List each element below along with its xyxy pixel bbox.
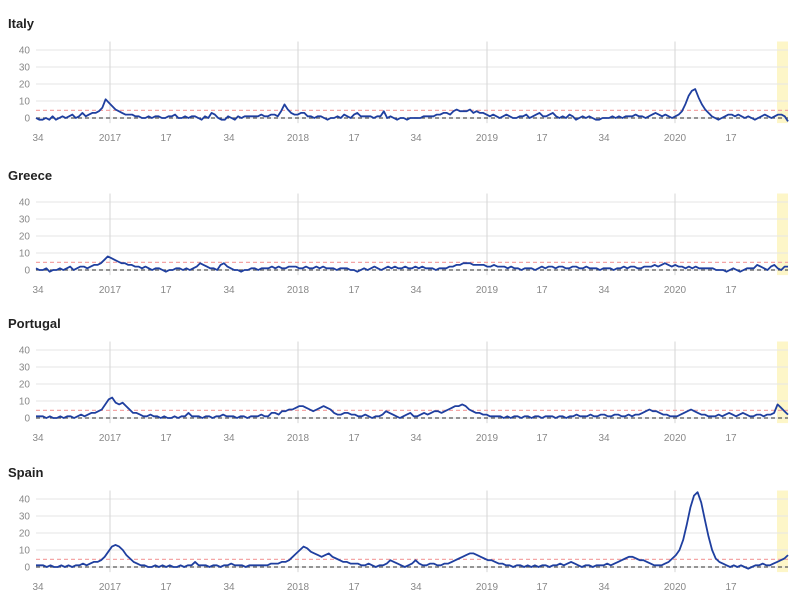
y-tick-label: 10 <box>19 397 31 408</box>
x-tick-label: 2019 <box>476 133 499 144</box>
x-tick-label: 34 <box>598 133 610 144</box>
x-tick-label: 2019 <box>476 285 499 296</box>
highlight-band <box>777 193 788 276</box>
x-tick-label: 17 <box>160 433 172 444</box>
series-line <box>35 255 788 273</box>
x-tick-label: 2018 <box>287 582 310 593</box>
y-tick-label: 10 <box>19 546 31 557</box>
x-tick-label: 17 <box>725 582 737 593</box>
x-tick-label: 17 <box>725 285 737 296</box>
chart-title: Greece <box>8 168 52 183</box>
x-tick-label: 2020 <box>664 582 687 593</box>
highlight-band <box>777 41 788 124</box>
y-tick-label: 30 <box>19 215 31 226</box>
x-tick-label: 2019 <box>476 582 499 593</box>
x-tick-label: 2019 <box>476 433 499 444</box>
x-tick-label: 2018 <box>287 433 310 444</box>
y-tick-label: 0 <box>24 563 30 574</box>
x-tick-label: 34 <box>32 285 44 296</box>
y-tick-label: 40 <box>19 495 31 506</box>
y-tick-label: 0 <box>24 266 30 277</box>
x-tick-label: 34 <box>410 433 422 444</box>
x-tick-label: 34 <box>223 285 235 296</box>
chart-title: Italy <box>8 16 35 31</box>
x-tick-label: 34 <box>223 133 235 144</box>
x-tick-label: 2017 <box>99 433 122 444</box>
y-tick-label: 30 <box>19 63 31 74</box>
y-tick-label: 10 <box>19 97 31 108</box>
y-tick-label: 20 <box>19 380 31 391</box>
highlight-band <box>777 490 788 573</box>
x-tick-label: 17 <box>536 133 548 144</box>
y-tick-label: 40 <box>19 346 31 357</box>
x-tick-label: 17 <box>160 582 172 593</box>
series-line <box>35 88 789 122</box>
x-tick-label: 2020 <box>664 133 687 144</box>
x-tick-label: 34 <box>410 582 422 593</box>
x-tick-label: 2018 <box>287 285 310 296</box>
x-tick-label: 34 <box>32 433 44 444</box>
chart-title: Portugal <box>8 316 61 331</box>
series-line <box>36 396 789 419</box>
chart-title: Spain <box>8 465 43 480</box>
x-tick-label: 2017 <box>99 285 122 296</box>
x-tick-label: 34 <box>223 433 235 444</box>
x-tick-label: 34 <box>410 285 422 296</box>
chart-panel-greece: Greece 0 10 20 30 40 34 2017 17 34 2018 17 34 2019 17 3… <box>8 168 788 296</box>
y-tick-label: 20 <box>19 232 31 243</box>
x-tick-label: 17 <box>348 433 360 444</box>
x-tick-label: 17 <box>536 285 548 296</box>
x-tick-label: 17 <box>348 285 360 296</box>
x-tick-label: 34 <box>32 582 44 593</box>
y-tick-label: 30 <box>19 512 31 523</box>
x-tick-label: 17 <box>348 133 360 144</box>
chart-panel-spain: Spain 0 10 20 30 40 34 2017 17 34 2018 17 34 2019 17 34… <box>8 465 789 593</box>
y-tick-label: 20 <box>19 529 31 540</box>
x-tick-label: 17 <box>348 582 360 593</box>
x-tick-label: 17 <box>725 433 737 444</box>
chart-panel-portugal: Portugal 0 10 20 30 40 34 2017 17 34 2018 17 34 2019 1… <box>8 316 789 444</box>
x-tick-label: 2017 <box>99 582 122 593</box>
x-tick-label: 17 <box>725 133 737 144</box>
y-tick-label: 0 <box>24 414 30 425</box>
x-tick-label: 17 <box>160 133 172 144</box>
series-line <box>36 491 789 570</box>
x-tick-label: 17 <box>536 433 548 444</box>
y-tick-label: 40 <box>19 46 31 57</box>
x-tick-label: 2018 <box>287 133 310 144</box>
x-tick-label: 17 <box>160 285 172 296</box>
x-tick-label: 2017 <box>99 133 122 144</box>
y-tick-label: 30 <box>19 363 31 374</box>
x-tick-label: 17 <box>536 582 548 593</box>
x-tick-label: 2020 <box>664 433 687 444</box>
x-tick-label: 34 <box>598 285 610 296</box>
y-tick-label: 40 <box>19 198 31 209</box>
highlight-band <box>777 341 788 424</box>
x-tick-label: 34 <box>598 433 610 444</box>
x-tick-label: 2020 <box>664 285 687 296</box>
x-tick-label: 34 <box>598 582 610 593</box>
y-tick-label: 0 <box>24 114 30 125</box>
y-tick-label: 20 <box>19 80 31 91</box>
x-tick-label: 34 <box>223 582 235 593</box>
chart-panel-italy: Italy 0 10 20 30 40 34 2017 17 34 2018 17 34 2019 17 34… <box>8 16 789 144</box>
y-tick-label: 10 <box>19 249 31 260</box>
x-tick-label: 34 <box>32 133 44 144</box>
x-tick-label: 34 <box>410 133 422 144</box>
